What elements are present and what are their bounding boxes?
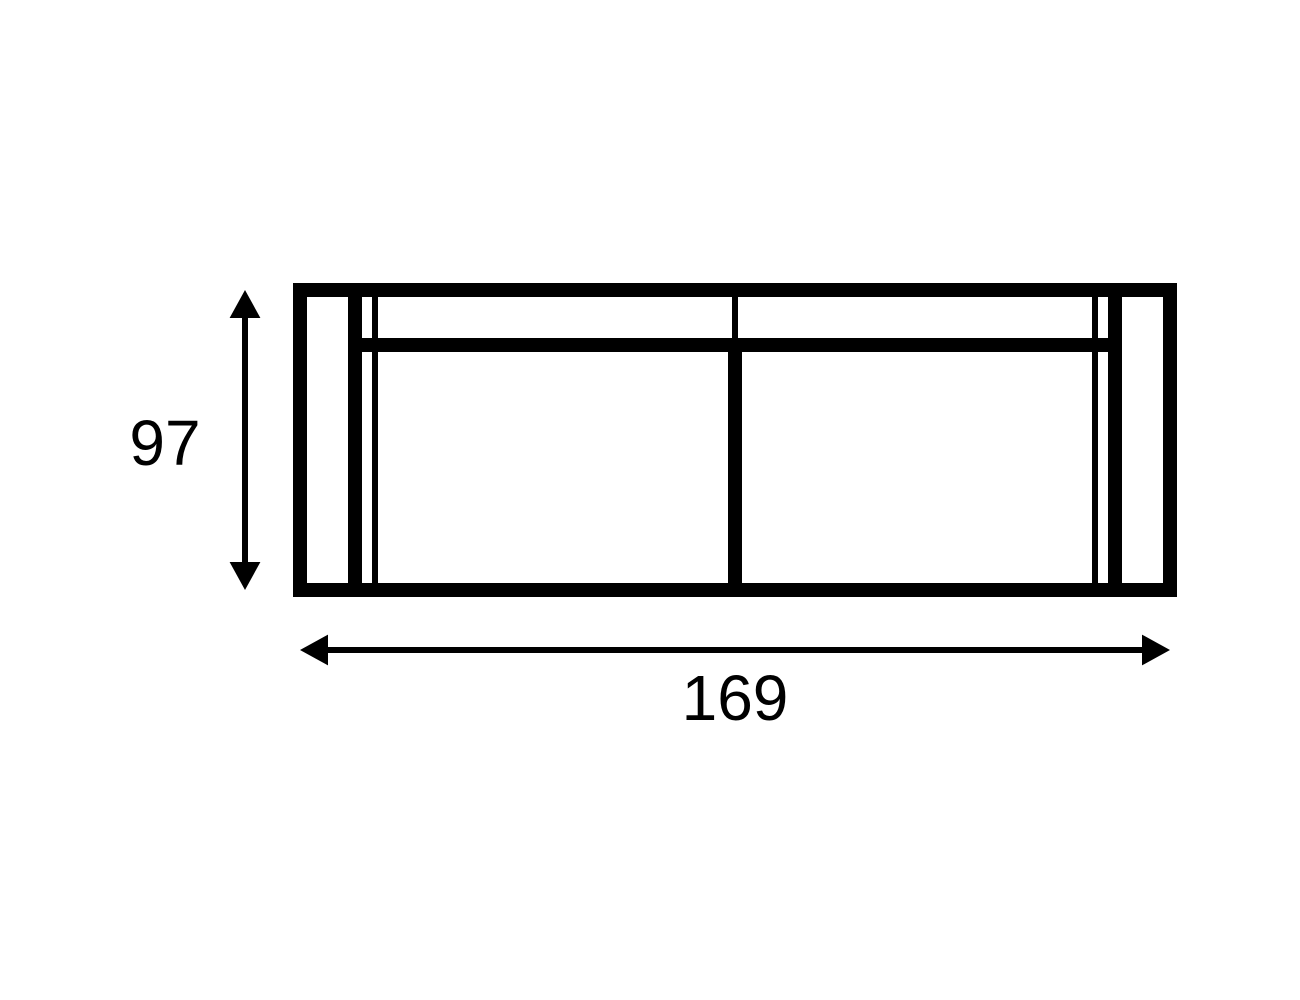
arrow-head-icon — [230, 290, 261, 318]
arrow-head-icon — [1142, 635, 1170, 666]
dimension-diagram: 97 169 — [0, 0, 1300, 1000]
dim-value-width: 169 — [682, 662, 789, 734]
arrow-head-icon — [230, 562, 261, 590]
arrow-head-icon — [300, 635, 328, 666]
dim-value-height: 97 — [129, 407, 200, 479]
sofa-top-view — [300, 290, 1170, 590]
